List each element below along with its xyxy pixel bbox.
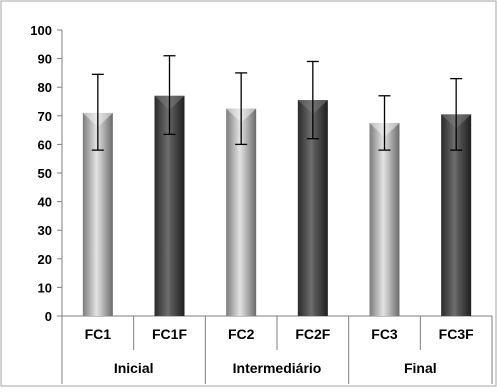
x-tick-label-fc3f: FC3F xyxy=(439,326,474,342)
x-tick-label-fc1: FC1 xyxy=(85,326,112,342)
x-tick-label-fc2: FC2 xyxy=(228,326,255,342)
y-tick-label: 90 xyxy=(38,52,52,67)
y-tick-label: 20 xyxy=(38,252,52,267)
group-label-2: Final xyxy=(404,360,437,376)
y-tick-label: 50 xyxy=(38,166,52,181)
y-tick-label: 40 xyxy=(38,195,52,210)
y-tick-label: 0 xyxy=(45,309,52,324)
y-tick-label: 70 xyxy=(38,109,52,124)
y-tick-label: 100 xyxy=(30,23,52,38)
y-tick-label: 60 xyxy=(38,137,52,152)
y-tick-label: 30 xyxy=(38,223,52,238)
y-tick-label: 10 xyxy=(38,280,52,295)
x-tick-label-fc3: FC3 xyxy=(371,326,398,342)
group-label-1: Intermediário xyxy=(233,360,322,376)
y-tick-label: 80 xyxy=(38,80,52,95)
x-tick-label-fc2f: FC2F xyxy=(295,326,330,342)
bar-fc3 xyxy=(369,122,400,316)
group-label-0: Inicial xyxy=(114,360,154,376)
x-tick-label-fc1f: FC1F xyxy=(152,326,187,342)
